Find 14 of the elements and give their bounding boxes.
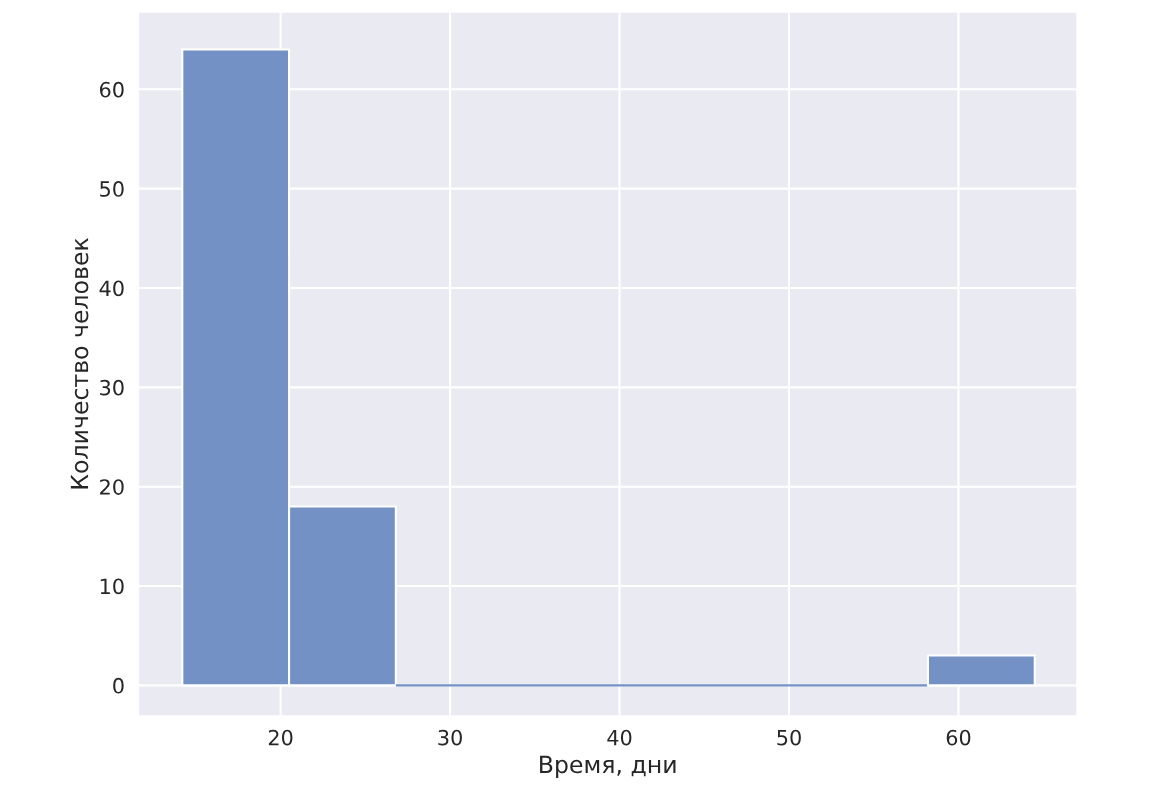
y-tick-label: 20	[100, 479, 124, 495]
x-axis-title: Время, дни	[540, 755, 676, 778]
y-axis-title: Количество человек	[70, 238, 89, 489]
x-tick-label: 40	[607, 729, 632, 746]
x-tick-label: 50	[777, 729, 801, 746]
y-tick-label: 40	[99, 280, 124, 297]
y-tick-label: 60	[99, 81, 124, 98]
x-tick-label: 20	[268, 729, 293, 746]
x-tick-label: 30	[438, 729, 462, 746]
y-tick-label: 50	[100, 181, 124, 197]
y-tick-label: 30	[100, 379, 124, 396]
x-tick-label: 60	[946, 729, 971, 746]
y-tick-label: 10	[100, 578, 124, 595]
y-tick-label: 0	[113, 677, 124, 694]
